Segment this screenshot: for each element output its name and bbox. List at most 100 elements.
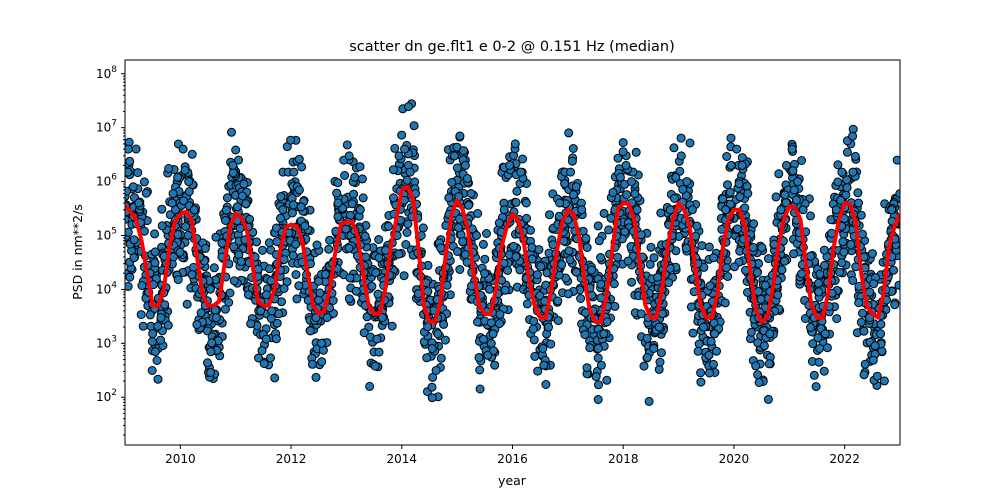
scatter-point [870, 341, 880, 351]
scatter-point [764, 359, 774, 369]
scatter-point [759, 341, 769, 351]
scatter-point [402, 175, 412, 185]
scatter-point [153, 374, 163, 384]
scatter-point [593, 353, 603, 363]
scatter-point [480, 269, 490, 278]
scatter-point [163, 320, 173, 330]
scatter-point [754, 378, 764, 387]
scatter-point [160, 300, 170, 310]
scatter-point [793, 177, 803, 187]
x-tick-label: 2014 [387, 452, 418, 466]
scatter-point [243, 290, 253, 300]
scatter-point [397, 130, 407, 140]
scatter-point [503, 266, 513, 275]
scatter-point [129, 235, 139, 245]
scatter-point [868, 355, 878, 365]
scatter-point [428, 372, 438, 382]
scatter-point [797, 269, 807, 279]
scatter-point [582, 243, 592, 252]
scatter-point [488, 329, 498, 339]
scatter-point [809, 370, 819, 380]
scatter-point [706, 336, 716, 346]
scatter-point [388, 165, 398, 175]
scatter-point [645, 259, 655, 269]
scatter-point [404, 102, 413, 112]
scatter-point [182, 299, 192, 309]
scatter-point [811, 382, 821, 392]
scatter-point [150, 247, 160, 257]
scatter-point [179, 196, 188, 206]
scatter-point [307, 359, 317, 369]
scatter-point [681, 243, 691, 253]
scatter-point [138, 321, 148, 331]
scatter-point [261, 334, 271, 344]
scatter-point [344, 151, 354, 161]
scatter-point [581, 233, 591, 243]
scatter-point [676, 151, 686, 161]
scatter-point [350, 172, 360, 182]
scatter-point [696, 377, 706, 387]
scatter-point [145, 310, 155, 320]
scatter-point [630, 189, 640, 199]
scatter-point [187, 270, 197, 280]
scatter-point [270, 373, 280, 383]
scatter-point [705, 368, 714, 378]
scatter-point [765, 329, 775, 339]
scatter-point [819, 245, 829, 255]
scatter-point [125, 156, 135, 166]
plot-area [125, 99, 900, 406]
scatter-point [473, 209, 483, 218]
scatter-point [814, 287, 824, 297]
scatter-point [696, 368, 706, 378]
x-tick-label: 2020 [719, 452, 750, 466]
scatter-point [317, 338, 326, 348]
scatter-point [433, 329, 443, 339]
scatter-point [156, 313, 166, 323]
scatter-point [723, 272, 733, 281]
scatter-point [773, 290, 783, 300]
scatter-point [846, 240, 856, 249]
scatter-point [153, 321, 163, 331]
scatter-point [682, 177, 692, 187]
scatter-point [516, 167, 526, 177]
scatter-point [670, 193, 679, 203]
scatter-point [462, 174, 472, 183]
scatter-point [867, 249, 877, 259]
scatter-point [217, 238, 227, 248]
scatter-point [859, 370, 869, 380]
scatter-point [521, 198, 531, 208]
scatter-point [311, 372, 321, 382]
scatter-point [499, 205, 509, 215]
scatter-point [782, 160, 791, 170]
scatter-point [359, 328, 369, 338]
scatter-point [453, 247, 462, 256]
scatter-point [569, 190, 578, 200]
scatter-point [482, 229, 491, 238]
scatter-point [460, 250, 470, 259]
y-tick-label: 108 [96, 65, 117, 81]
chart-title: scatter dn ge.flt1 e 0-2 @ 0.151 Hz (med… [349, 39, 675, 55]
scatter-point [879, 376, 889, 386]
scatter-point [723, 180, 732, 190]
scatter-point [732, 224, 742, 234]
scatter-point [529, 316, 539, 326]
scatter-point [621, 160, 631, 170]
scatter-point [344, 243, 354, 253]
scatter-point [400, 144, 410, 154]
scatter-point [791, 195, 801, 205]
scatter-point [837, 258, 847, 268]
y-axis-label: PSD in nm**2/s [70, 204, 85, 300]
scatter-point [725, 187, 735, 197]
scatter-point [228, 160, 238, 170]
scatter-point [669, 143, 679, 153]
scatter-point [322, 313, 332, 323]
scatter-point [289, 167, 299, 177]
scatter-point [746, 327, 756, 337]
scatter-point [225, 288, 235, 298]
scatter-point [649, 253, 659, 263]
scatter-point [599, 208, 609, 218]
scatter-point [604, 225, 614, 235]
scatter-point [789, 185, 799, 195]
scatter-point [475, 384, 485, 394]
scatter-point [860, 359, 870, 369]
